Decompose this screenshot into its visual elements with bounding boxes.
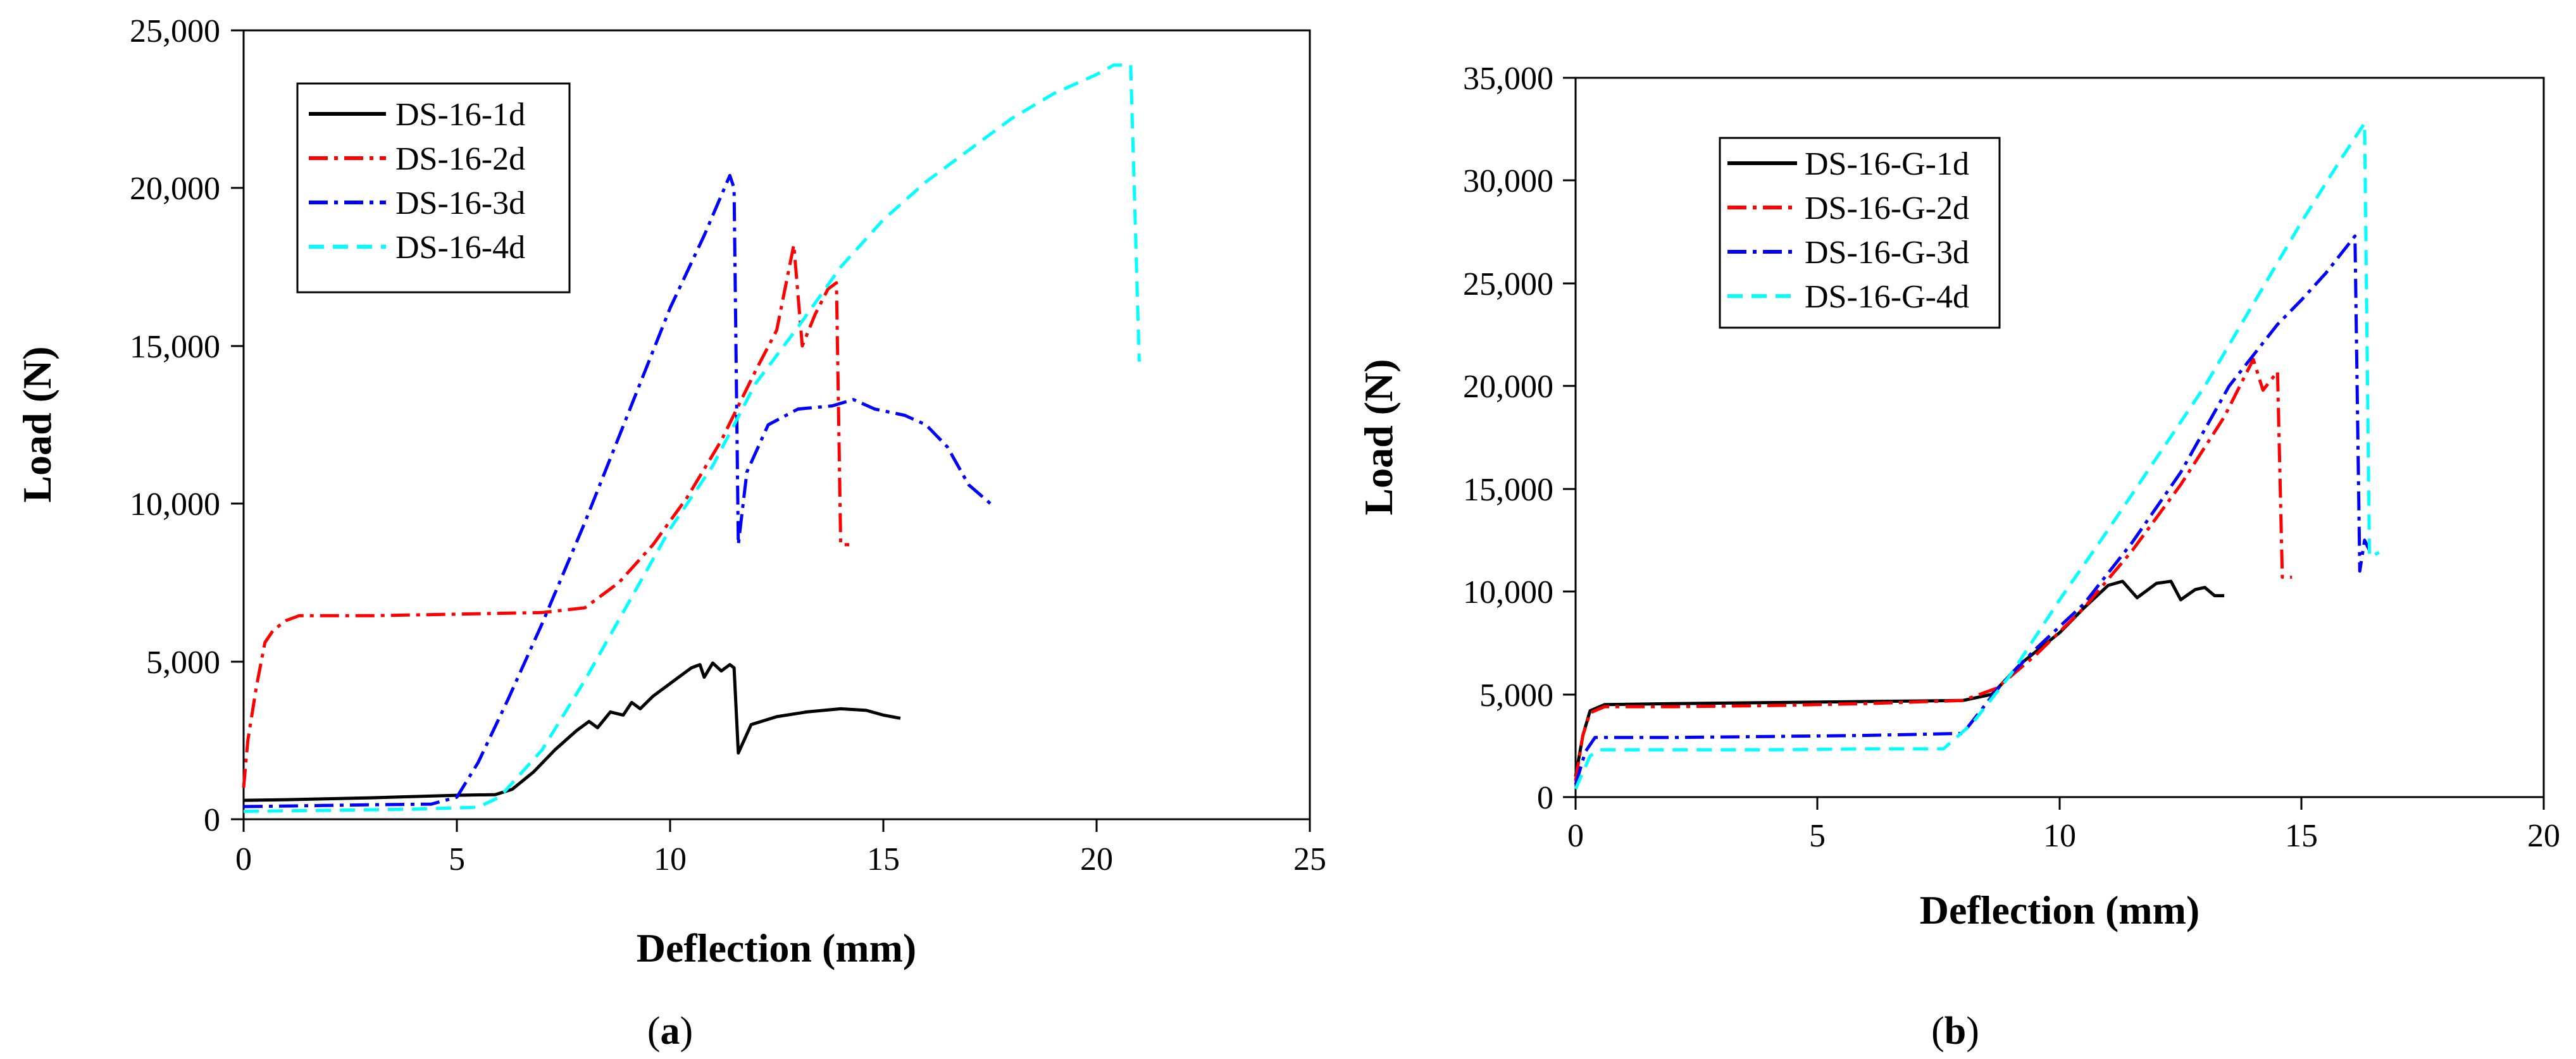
x-tick-label-a-5: 5	[449, 841, 465, 877]
x-tick-label-b-15: 15	[2285, 818, 2318, 854]
y-tick-label-b-20000: 20,000	[1463, 369, 1553, 405]
y-axis-title-a: Load (N)	[15, 346, 59, 502]
y-tick-label-b-15000: 15,000	[1463, 472, 1553, 508]
y-tick-label-a-15000: 15,000	[130, 329, 220, 365]
x-tick-label-b-0: 0	[1567, 818, 1584, 854]
y-tick-label-b-25000: 25,000	[1463, 266, 1553, 302]
x-tick-label-a-10: 10	[654, 841, 687, 877]
panel-caption-a: (a)	[647, 1010, 693, 1053]
series-line-a-3	[243, 63, 1141, 813]
series-line-b-3	[1574, 121, 2380, 790]
legend-label-b-1: DS-16-G-2d	[1805, 190, 1969, 226]
series-line-a-0	[243, 661, 901, 802]
y-tick-label-b-5000: 5,000	[1479, 678, 1553, 714]
y-tick-label-b-0: 0	[1537, 780, 1553, 816]
y-ticks-a: 0 5,000 10,000 15,000 20,000 25,000	[130, 13, 244, 838]
y-ticks-b: 0 5,000 10,000 15,000 20,000 25,000 30,0…	[1463, 61, 1576, 816]
x-axis-title-b: Deflection (mm)	[1920, 888, 2200, 932]
legend-label-a-3: DS-16-4d	[395, 230, 525, 266]
x-tick-label-a-15: 15	[867, 841, 900, 877]
x-tick-label-a-25: 25	[1293, 841, 1326, 877]
series-line-b-2	[1574, 234, 2371, 786]
x-ticks-b: 0 5 10 15 20	[1567, 797, 2560, 854]
legend-a: DS-16-1d DS-16-2d DS-16-3d DS-16-4d	[296, 82, 571, 294]
y-tick-label-b-10000: 10,000	[1463, 574, 1553, 610]
legend-label-a-2: DS-16-3d	[395, 185, 525, 221]
x-ticks-a: 0 5 10 15 20 25	[235, 819, 1326, 877]
legend-box-a	[296, 82, 571, 294]
x-tick-label-a-0: 0	[235, 841, 252, 877]
series-line-b-1	[1574, 357, 2293, 781]
panel-caption-letter-a: a	[661, 1010, 680, 1053]
y-tick-label-b-35000: 35,000	[1463, 61, 1553, 97]
x-tick-label-b-5: 5	[1809, 818, 1826, 854]
y-tick-label-b-30000: 30,000	[1463, 163, 1553, 199]
y-tick-label-a-10000: 10,000	[130, 486, 220, 523]
x-tick-label-b-10: 10	[2043, 818, 2076, 854]
series-group-b	[1574, 121, 2380, 790]
y-tick-label-a-20000: 20,000	[130, 171, 220, 207]
legend-label-b-2: DS-16-G-3d	[1805, 235, 1969, 271]
y-tick-label-a-0: 0	[204, 802, 220, 838]
panel-caption-b: (b)	[1931, 1010, 1979, 1053]
plot-frame-a	[242, 29, 1311, 821]
series-line-a-1	[242, 243, 850, 788]
legend-label-a-1: DS-16-2d	[395, 141, 525, 177]
legend-label-b-3: DS-16-G-4d	[1805, 279, 1969, 315]
panel-caption-letter-b: b	[1944, 1010, 1966, 1053]
x-tick-label-b-20: 20	[2527, 818, 2560, 854]
series-group-a	[242, 63, 1141, 813]
series-line-a-2	[243, 173, 995, 808]
x-axis-title-a: Deflection (mm)	[637, 926, 916, 970]
legend-label-b-0: DS-16-G-1d	[1805, 146, 1969, 182]
legend-b: DS-16-G-1d DS-16-G-2d DS-16-G-3d DS-16-G…	[1719, 137, 2001, 329]
x-tick-label-a-20: 20	[1080, 841, 1113, 877]
chart-a: 0 5 10 15 20 25 0 5,000 10,000 15,000 20…	[15, 13, 1326, 1053]
chart-b: 0 5 10 15 20 0 5,000 10,000 15,000 20,00…	[1356, 61, 2560, 1053]
y-tick-label-a-25000: 25,000	[130, 13, 220, 49]
legend-label-a-0: DS-16-1d	[395, 97, 525, 133]
y-tick-label-a-5000: 5,000	[146, 645, 220, 681]
y-axis-title-b: Load (N)	[1356, 359, 1401, 515]
